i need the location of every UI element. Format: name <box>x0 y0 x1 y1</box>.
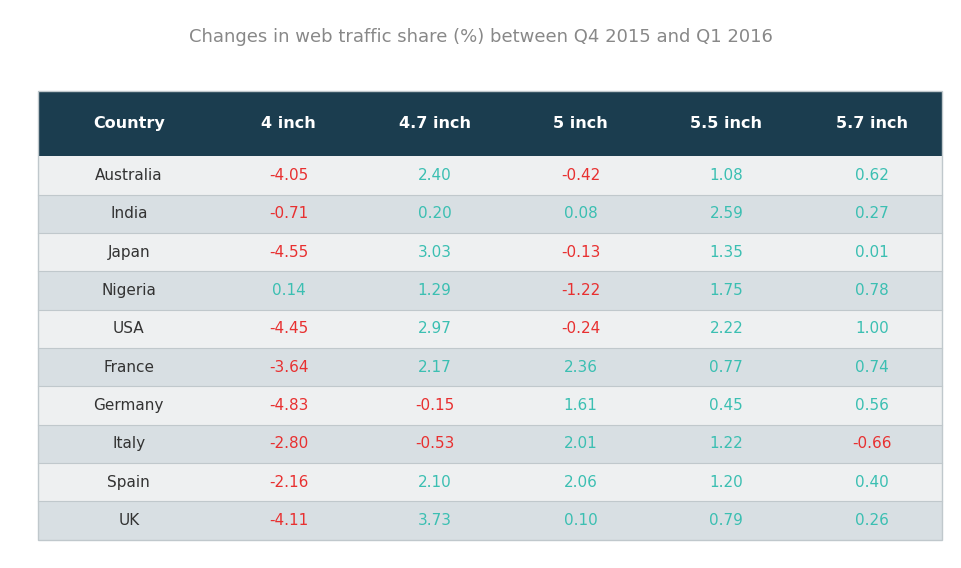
Text: Nigeria: Nigeria <box>101 283 157 298</box>
Text: -0.66: -0.66 <box>852 436 892 451</box>
Text: 1.00: 1.00 <box>855 321 889 336</box>
Text: -3.64: -3.64 <box>269 360 308 374</box>
Text: 0.77: 0.77 <box>709 360 743 374</box>
Text: 0.45: 0.45 <box>709 398 743 413</box>
Text: 3.73: 3.73 <box>417 513 452 528</box>
Text: -0.42: -0.42 <box>561 168 600 183</box>
Text: 2.01: 2.01 <box>563 436 598 451</box>
Text: 2.06: 2.06 <box>563 475 598 490</box>
Text: -0.13: -0.13 <box>561 245 600 260</box>
Text: -4.55: -4.55 <box>269 245 308 260</box>
Text: 1.61: 1.61 <box>563 398 598 413</box>
Text: 1.08: 1.08 <box>709 168 743 183</box>
Text: 5 inch: 5 inch <box>554 116 607 131</box>
Text: -0.53: -0.53 <box>415 436 455 451</box>
Text: 0.01: 0.01 <box>855 245 889 260</box>
Text: India: India <box>110 206 148 221</box>
Text: 0.08: 0.08 <box>563 206 598 221</box>
Text: 5.5 inch: 5.5 inch <box>690 116 762 131</box>
Text: 2.97: 2.97 <box>418 321 452 336</box>
Text: 1.20: 1.20 <box>709 475 743 490</box>
Text: 1.75: 1.75 <box>709 283 743 298</box>
Text: 0.74: 0.74 <box>855 360 889 374</box>
Text: UK: UK <box>118 513 139 528</box>
Text: 0.78: 0.78 <box>855 283 889 298</box>
Text: -2.80: -2.80 <box>269 436 308 451</box>
Text: Italy: Italy <box>112 436 145 451</box>
Text: -0.71: -0.71 <box>269 206 308 221</box>
Text: 0.20: 0.20 <box>418 206 452 221</box>
Text: -0.24: -0.24 <box>561 321 600 336</box>
Text: Changes in web traffic share (%) between Q4 2015 and Q1 2016: Changes in web traffic share (%) between… <box>188 28 773 47</box>
Text: -4.11: -4.11 <box>269 513 308 528</box>
Text: 2.22: 2.22 <box>709 321 743 336</box>
Text: -1.22: -1.22 <box>561 283 600 298</box>
Text: USA: USA <box>113 321 144 336</box>
Text: 0.62: 0.62 <box>855 168 889 183</box>
Text: Australia: Australia <box>95 168 162 183</box>
Text: 2.40: 2.40 <box>418 168 452 183</box>
Text: 0.40: 0.40 <box>855 475 889 490</box>
Text: -4.45: -4.45 <box>269 321 308 336</box>
Text: Japan: Japan <box>108 245 150 260</box>
Text: -2.16: -2.16 <box>269 475 308 490</box>
Text: 1.35: 1.35 <box>709 245 743 260</box>
Text: -4.83: -4.83 <box>269 398 308 413</box>
Text: 3.03: 3.03 <box>417 245 452 260</box>
Text: 1.29: 1.29 <box>418 283 452 298</box>
Text: Country: Country <box>93 116 164 131</box>
Text: 2.17: 2.17 <box>418 360 452 374</box>
Text: 1.22: 1.22 <box>709 436 743 451</box>
Text: 4 inch: 4 inch <box>261 116 316 131</box>
Text: 5.7 inch: 5.7 inch <box>836 116 908 131</box>
Text: 0.26: 0.26 <box>855 513 889 528</box>
Text: -0.15: -0.15 <box>415 398 455 413</box>
Text: 0.79: 0.79 <box>709 513 743 528</box>
Text: 0.14: 0.14 <box>272 283 306 298</box>
Text: 0.10: 0.10 <box>563 513 598 528</box>
Text: 2.59: 2.59 <box>709 206 743 221</box>
Text: Spain: Spain <box>108 475 150 490</box>
Text: 0.56: 0.56 <box>855 398 889 413</box>
Text: France: France <box>103 360 155 374</box>
Text: 0.27: 0.27 <box>855 206 889 221</box>
Text: -4.05: -4.05 <box>269 168 308 183</box>
Text: 2.10: 2.10 <box>418 475 452 490</box>
Text: Germany: Germany <box>93 398 164 413</box>
Text: 4.7 inch: 4.7 inch <box>399 116 471 131</box>
Text: 2.36: 2.36 <box>563 360 598 374</box>
